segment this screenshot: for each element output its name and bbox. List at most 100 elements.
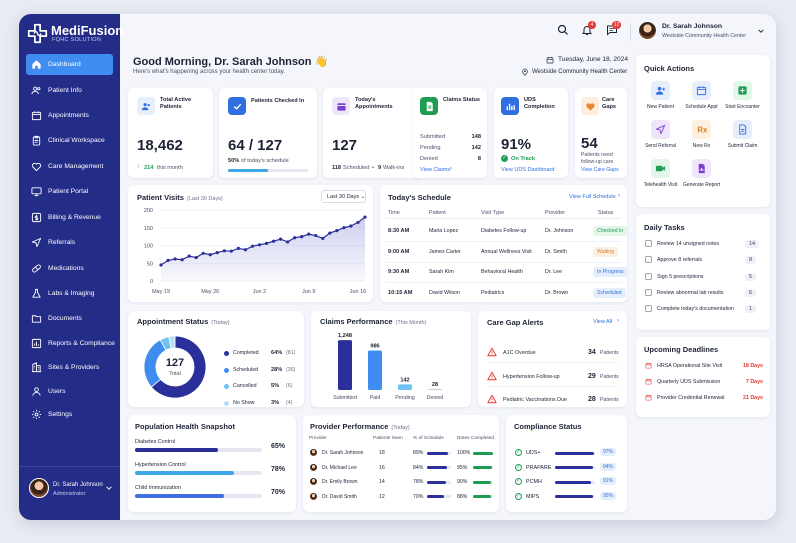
sidebar-item-labs-imaging[interactable]: Labs & Imaging bbox=[26, 283, 113, 304]
pop-metric-pct: 65% bbox=[271, 443, 286, 450]
schedule-card: Today's Schedule View Full Schedule › Ti… bbox=[380, 185, 628, 302]
sidebar-item-dashboard[interactable]: Dashboard bbox=[26, 54, 113, 75]
check-circle-icon: ✓ bbox=[515, 449, 522, 456]
stat-card-active-patients[interactable]: Total Active Patients 18,462 ↑ 214 this … bbox=[128, 88, 213, 178]
video-icon bbox=[651, 159, 670, 178]
visits-data-point bbox=[328, 231, 332, 235]
sidebar-item-reports-compliance[interactable]: Reports & Compliance bbox=[26, 333, 115, 354]
provider-seen: 16 bbox=[379, 464, 385, 471]
current-date: Tuesday, June 18, 2024 bbox=[558, 56, 629, 63]
legend-pct: 5% bbox=[271, 383, 280, 389]
provider-name[interactable]: Dr. David Smith bbox=[322, 493, 357, 500]
chevron-down-icon[interactable] bbox=[106, 485, 112, 491]
provider-name[interactable]: Dr. Emily Brown bbox=[322, 479, 358, 485]
care-gap-title: Care Gap Alerts bbox=[487, 318, 544, 327]
task-checkbox[interactable] bbox=[645, 272, 652, 280]
quick-action-submit-claim[interactable]: Submit Claim bbox=[724, 120, 761, 156]
search-icon[interactable] bbox=[557, 24, 569, 36]
visits-data-point bbox=[349, 224, 353, 228]
quick-action-start-encounter[interactable]: Start Encounter bbox=[724, 81, 761, 117]
compliance-fill bbox=[555, 480, 592, 484]
quick-action-new-rx[interactable]: Rx New Rx bbox=[683, 120, 720, 156]
task-count: 1 bbox=[745, 305, 757, 314]
provider-seen: 18 bbox=[379, 450, 385, 456]
chevron-down-icon[interactable] bbox=[758, 28, 764, 34]
stat-label: Patients Checked In bbox=[251, 98, 305, 104]
view-all-link[interactable]: View All bbox=[593, 319, 613, 325]
visits-data-point bbox=[286, 240, 290, 244]
sidebar-item-medications[interactable]: Medications bbox=[26, 258, 113, 279]
quick-action-send-referral[interactable]: Send Referral bbox=[642, 120, 679, 156]
plus-icon bbox=[733, 81, 752, 100]
provider-pct-fill bbox=[427, 466, 448, 469]
sidebar-item-sites-providers[interactable]: Sites & Providers bbox=[26, 357, 113, 378]
claims-row-label: Submitted bbox=[420, 134, 446, 140]
task-checkbox[interactable] bbox=[645, 256, 652, 264]
task-checkbox[interactable] bbox=[645, 240, 652, 247]
scheduled-count: 118 bbox=[332, 165, 342, 171]
stat-card-appointments[interactable]: Today's Appointments 127 118 Scheduled •… bbox=[323, 88, 423, 178]
quick-action-telehealth-visit[interactable]: Telehealth Visit bbox=[642, 159, 679, 195]
provider-notes: 90% bbox=[457, 479, 468, 485]
sidebar-item-referrals[interactable]: Referrals bbox=[26, 232, 113, 253]
task-label: Approve 8 referrals bbox=[657, 257, 703, 264]
provider-pct-fill bbox=[427, 495, 444, 498]
x-tick-label: Jun 9 bbox=[302, 289, 315, 295]
sidebar-item-patient-info[interactable]: Patient Info bbox=[26, 80, 113, 101]
pop-metric-fill bbox=[135, 448, 218, 452]
stat-card-uds[interactable]: UDS Completion 91% ✓ On Track View UDS D… bbox=[494, 88, 568, 178]
quick-action-new-patient[interactable]: New Patient bbox=[642, 81, 679, 117]
sidebar-item-appointments[interactable]: Appointments bbox=[26, 105, 113, 126]
sidebar-item-clinical-workspace[interactable]: Clinical Workspace bbox=[26, 130, 113, 151]
task-checkbox[interactable] bbox=[645, 305, 652, 313]
users-icon bbox=[137, 97, 155, 115]
schedule-patient[interactable]: James Carter bbox=[429, 248, 461, 255]
stat-card-care-gaps[interactable]: Care Gaps 54 Patients need follow-up car… bbox=[575, 88, 627, 178]
quick-action-schedule-appt[interactable]: Schedule Appt bbox=[683, 81, 720, 117]
chevron-right-icon[interactable]: › bbox=[450, 166, 452, 172]
divider bbox=[486, 385, 619, 387]
divider bbox=[386, 218, 621, 219]
appointment-donut-chart bbox=[143, 335, 207, 399]
view-uds-link[interactable]: View UDS Dashboard bbox=[501, 167, 555, 173]
dollar-icon bbox=[26, 212, 48, 223]
task-checkbox[interactable] bbox=[645, 288, 652, 296]
task-count: 14 bbox=[745, 240, 760, 248]
sidebar-item-care-management[interactable]: Care Management bbox=[26, 156, 113, 177]
provider-notes: 95% bbox=[457, 464, 468, 471]
schedule-patient[interactable]: David Wilson bbox=[429, 289, 460, 296]
care-gap-label[interactable]: A1C Overdue bbox=[503, 350, 536, 356]
visits-data-point bbox=[243, 248, 248, 252]
sidebar-item-documents[interactable]: Documents bbox=[26, 308, 113, 329]
compliance-title: Compliance Status bbox=[514, 422, 582, 431]
schedule-patient[interactable]: Sarah Kim bbox=[429, 269, 454, 275]
greeting-subtitle: Here's what's happening across your heal… bbox=[133, 69, 285, 75]
stat-card-claims[interactable]: Claims Status Submitted 148 Pending 142 Deni… bbox=[413, 88, 487, 178]
sidebar-item-patient-portal[interactable]: Patient Portal bbox=[26, 181, 113, 202]
care-gap-label[interactable]: Pediatric Vaccinations Due bbox=[503, 397, 568, 403]
provider-name[interactable]: Dr. Sarah Johnson bbox=[322, 450, 364, 456]
sidebar-item-users[interactable]: Users bbox=[26, 381, 113, 402]
sidebar-item-billing-revenue[interactable]: Billing & Revenue bbox=[26, 207, 113, 228]
avatar[interactable] bbox=[638, 21, 657, 40]
stat-card-checked-in[interactable]: Patients Checked In 64 / 127 50% of toda… bbox=[219, 88, 317, 178]
chevron-right-icon[interactable]: › bbox=[617, 318, 619, 324]
sidebar-item-label: Dashboard bbox=[48, 61, 81, 68]
provider-name[interactable]: Dr. Michael Lee bbox=[322, 464, 357, 471]
sidebar-user[interactable]: Dr. Sarah Johnson Administrator bbox=[19, 466, 120, 520]
range-select[interactable]: Last 30 Days ⌄ bbox=[321, 190, 366, 203]
schedule-patient[interactable]: Maria Lopez bbox=[429, 228, 459, 234]
view-care-gaps-link[interactable]: View Care Gaps bbox=[581, 167, 619, 173]
sidebar-item-label: Care Management bbox=[48, 163, 104, 170]
care-gap-label[interactable]: Hypertension Follow-up bbox=[503, 373, 560, 380]
chevron-right-icon[interactable]: › bbox=[618, 193, 620, 199]
quick-action-generate-report[interactable]: Generate Report bbox=[683, 159, 720, 195]
view-claims-link[interactable]: View Claims bbox=[420, 167, 451, 173]
calendar-icon bbox=[645, 394, 652, 401]
avatar bbox=[309, 477, 318, 486]
provider-notes-fill bbox=[473, 495, 491, 498]
view-full-schedule-link[interactable]: View Full Schedule bbox=[569, 194, 616, 200]
compliance-fill bbox=[555, 451, 594, 455]
sidebar-item-settings[interactable]: Settings bbox=[26, 404, 113, 425]
avatar bbox=[309, 491, 318, 501]
